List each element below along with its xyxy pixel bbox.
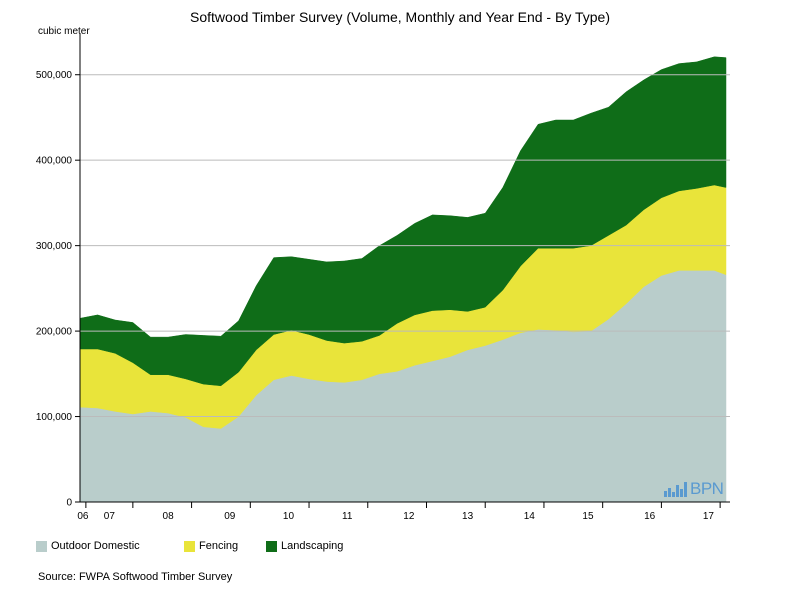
area-landscaping bbox=[79, 56, 727, 387]
legend-item-landscaping: Landscaping bbox=[266, 540, 343, 552]
y-axis-label: cubic meter bbox=[38, 26, 90, 37]
bar-chart-icon bbox=[664, 482, 687, 497]
y-tick-label: 0 bbox=[66, 498, 72, 509]
x-tick-label: 14 bbox=[524, 511, 536, 522]
chart-title: Softwood Timber Survey (Volume, Monthly … bbox=[190, 9, 610, 25]
x-tick-label: 09 bbox=[224, 511, 236, 522]
legend-label-landscaping: Landscaping bbox=[281, 540, 344, 552]
legend-item-fencing: Fencing bbox=[184, 540, 266, 552]
axis-layer: 0 100,000 200,000 300,000 400,000 500,000 06 07… bbox=[36, 34, 730, 522]
x-tick-label: 10 bbox=[283, 511, 295, 522]
legend-label-fencing: Fencing bbox=[199, 540, 239, 552]
areas-layer bbox=[79, 56, 727, 503]
legend-item-outdoor-domestic: Outdoor Domestic bbox=[36, 540, 184, 552]
logo-text: BPN bbox=[690, 479, 724, 498]
x-tick-label: 07 bbox=[104, 511, 116, 522]
grid-layer bbox=[80, 74, 730, 418]
legend-swatch-outdoor-domestic bbox=[36, 540, 47, 552]
y-tick-label: 500,000 bbox=[36, 70, 73, 81]
legend-swatch-landscaping bbox=[266, 540, 277, 552]
x-tick-label: 06 bbox=[77, 511, 89, 522]
y-tick-label: 400,000 bbox=[36, 156, 73, 167]
source-note: Source: FWPA Softwood Timber Survey bbox=[38, 571, 233, 583]
x-tick-label: 12 bbox=[403, 511, 415, 522]
x-tick-label: 15 bbox=[582, 511, 594, 522]
legend: Outdoor Domestic Fencing Landscaping bbox=[36, 540, 343, 552]
legend-label-outdoor-domestic: Outdoor Domestic bbox=[51, 540, 140, 552]
x-tick-label: 16 bbox=[644, 511, 656, 522]
bpn-logo: BPN bbox=[664, 479, 724, 498]
legend-swatch-fencing bbox=[184, 540, 195, 552]
y-tick-label: 100,000 bbox=[36, 412, 73, 423]
x-tick-label: 08 bbox=[163, 511, 175, 522]
y-tick-label: 200,000 bbox=[36, 327, 73, 338]
x-tick-label: 13 bbox=[462, 511, 474, 522]
x-tick-label: 11 bbox=[342, 511, 353, 522]
x-tick-label: 17 bbox=[703, 511, 715, 522]
y-tick-label: 300,000 bbox=[36, 241, 73, 252]
